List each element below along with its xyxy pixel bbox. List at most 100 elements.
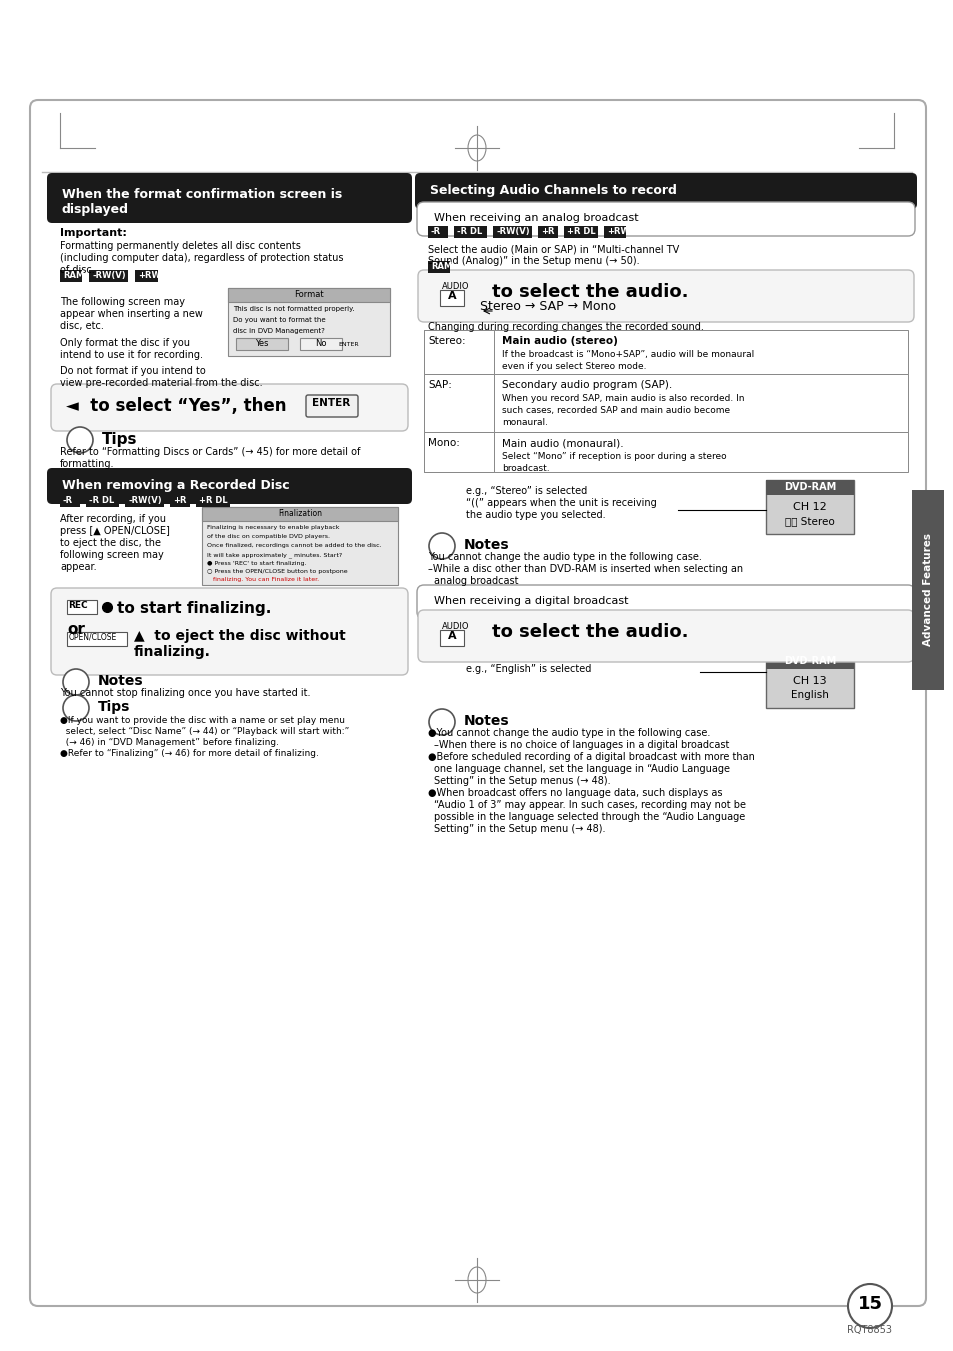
Text: Changing during recording changes the recorded sound.: Changing during recording changes the re… bbox=[428, 322, 703, 332]
Bar bbox=[603, 226, 626, 238]
Text: SAP:: SAP: bbox=[428, 380, 452, 390]
FancyBboxPatch shape bbox=[51, 588, 408, 676]
Text: disc in DVD Management?: disc in DVD Management? bbox=[233, 328, 325, 334]
Text: Setting” in the Setup menu (→ 48).: Setting” in the Setup menu (→ 48). bbox=[434, 824, 605, 834]
Text: 《《 Stereo: 《《 Stereo bbox=[784, 516, 834, 526]
Bar bbox=[765, 480, 853, 534]
Text: ●If you want to provide the disc with a name or set play menu: ●If you want to provide the disc with a … bbox=[60, 716, 345, 725]
Text: -RW(V): -RW(V) bbox=[92, 272, 126, 280]
Text: to eject the disc, the: to eject the disc, the bbox=[60, 538, 161, 549]
FancyBboxPatch shape bbox=[47, 467, 412, 504]
Text: When the format confirmation screen is: When the format confirmation screen is bbox=[62, 188, 342, 201]
Bar bbox=[202, 507, 397, 585]
Text: ○ Press the OPEN/CLOSE button to postpone: ○ Press the OPEN/CLOSE button to postpon… bbox=[207, 569, 347, 574]
Text: possible in the language selected through the “Audio Language: possible in the language selected throug… bbox=[434, 812, 744, 821]
Bar bbox=[428, 226, 448, 238]
Bar bbox=[423, 374, 494, 432]
Text: Stereo:: Stereo: bbox=[428, 336, 465, 346]
Bar bbox=[454, 226, 487, 238]
Text: Notes: Notes bbox=[98, 674, 144, 688]
Text: Main audio (stereo): Main audio (stereo) bbox=[501, 336, 618, 346]
Text: CH 13: CH 13 bbox=[792, 676, 826, 686]
Text: ●Refer to “Finalizing” (→ 46) for more detail of finalizing.: ●Refer to “Finalizing” (→ 46) for more d… bbox=[60, 748, 318, 758]
Bar bbox=[428, 261, 450, 273]
Bar bbox=[60, 494, 80, 507]
Bar bbox=[196, 494, 230, 507]
Text: +R: +R bbox=[173, 496, 187, 505]
Text: the audio type you selected.: the audio type you selected. bbox=[465, 509, 605, 520]
Text: RAM: RAM bbox=[63, 272, 84, 280]
Text: +R DL: +R DL bbox=[567, 227, 596, 236]
Text: ●When broadcast offers no language data, such displays as: ●When broadcast offers no language data,… bbox=[428, 788, 721, 798]
Text: Main audio (monaural).: Main audio (monaural). bbox=[501, 438, 623, 449]
Bar bbox=[228, 288, 390, 303]
Text: Tips: Tips bbox=[102, 432, 137, 447]
Text: to select the audio.: to select the audio. bbox=[492, 623, 688, 640]
Text: view pre-recorded material from the disc.: view pre-recorded material from the disc… bbox=[60, 378, 262, 388]
Text: +RW: +RW bbox=[138, 272, 161, 280]
Text: +R DL: +R DL bbox=[199, 496, 228, 505]
Text: REC: REC bbox=[68, 601, 88, 611]
Bar bbox=[564, 226, 598, 238]
Text: finalizing. You can Finalize it later.: finalizing. You can Finalize it later. bbox=[207, 577, 319, 582]
Circle shape bbox=[429, 534, 455, 559]
Text: When you record SAP, main audio is also recorded. In: When you record SAP, main audio is also … bbox=[501, 394, 743, 403]
Text: Advanced Features: Advanced Features bbox=[923, 534, 932, 647]
Text: AUDIO: AUDIO bbox=[441, 282, 469, 290]
Bar bbox=[228, 288, 390, 357]
Text: After recording, if you: After recording, if you bbox=[60, 513, 166, 524]
Text: CH 12: CH 12 bbox=[792, 503, 826, 512]
Text: -RW(V): -RW(V) bbox=[129, 496, 162, 505]
Bar bbox=[423, 330, 494, 374]
Text: Do you want to format the: Do you want to format the bbox=[233, 317, 325, 323]
Text: ●You cannot change the audio type in the following case.: ●You cannot change the audio type in the… bbox=[428, 728, 710, 738]
Text: to start finalizing.: to start finalizing. bbox=[117, 601, 271, 616]
FancyBboxPatch shape bbox=[30, 100, 925, 1306]
Bar bbox=[423, 432, 494, 471]
Bar bbox=[171, 494, 191, 507]
Text: -R: -R bbox=[63, 496, 73, 505]
Bar bbox=[67, 632, 127, 646]
Circle shape bbox=[67, 427, 92, 453]
Text: ● Press 'REC' to start finalizing.: ● Press 'REC' to start finalizing. bbox=[207, 561, 306, 566]
Text: monaural.: monaural. bbox=[501, 417, 547, 427]
Text: English: English bbox=[790, 690, 828, 700]
Bar bbox=[86, 494, 119, 507]
Text: of disc.: of disc. bbox=[60, 265, 94, 276]
Bar bbox=[423, 330, 907, 374]
FancyBboxPatch shape bbox=[51, 384, 408, 431]
Text: Sound (Analog)” in the Setup menu (→ 50).: Sound (Analog)” in the Setup menu (→ 50)… bbox=[428, 255, 639, 266]
Text: DVD-RAM: DVD-RAM bbox=[783, 657, 835, 666]
Text: analog broadcast: analog broadcast bbox=[434, 576, 518, 586]
Text: Formatting permanently deletes all disc contents: Formatting permanently deletes all disc … bbox=[60, 240, 300, 251]
Text: e.g., “Stereo” is selected: e.g., “Stereo” is selected bbox=[465, 486, 587, 496]
Text: When removing a Recorded Disc: When removing a Recorded Disc bbox=[62, 480, 290, 492]
Text: When receiving an analog broadcast: When receiving an analog broadcast bbox=[434, 213, 638, 223]
Text: You cannot change the audio type in the following case.: You cannot change the audio type in the … bbox=[428, 553, 701, 562]
Text: Finalization: Finalization bbox=[277, 509, 322, 517]
Text: ENTER: ENTER bbox=[312, 399, 350, 408]
Bar bbox=[423, 374, 907, 432]
FancyBboxPatch shape bbox=[47, 173, 412, 223]
Circle shape bbox=[63, 694, 89, 721]
Bar bbox=[126, 494, 164, 507]
Text: –When there is no choice of languages in a digital broadcast: –When there is no choice of languages in… bbox=[434, 740, 729, 750]
Text: Stereo → SAP → Mono: Stereo → SAP → Mono bbox=[479, 300, 616, 313]
Bar bbox=[439, 630, 463, 646]
Text: A: A bbox=[447, 290, 456, 301]
Bar bbox=[765, 480, 853, 494]
Text: ▲  to eject the disc without: ▲ to eject the disc without bbox=[133, 630, 345, 643]
Text: A: A bbox=[447, 631, 456, 640]
Bar bbox=[765, 654, 853, 708]
Text: 15: 15 bbox=[857, 1296, 882, 1313]
Bar bbox=[439, 290, 463, 305]
Bar bbox=[90, 270, 129, 282]
Text: one language channel, set the language in “Audio Language: one language channel, set the language i… bbox=[434, 765, 729, 774]
Text: appear.: appear. bbox=[60, 562, 96, 571]
Text: Tips: Tips bbox=[98, 700, 131, 713]
FancyBboxPatch shape bbox=[306, 394, 357, 417]
FancyBboxPatch shape bbox=[417, 611, 913, 662]
Text: When receiving a digital broadcast: When receiving a digital broadcast bbox=[434, 596, 628, 607]
Text: +R: +R bbox=[541, 227, 555, 236]
Text: Notes: Notes bbox=[463, 538, 509, 553]
